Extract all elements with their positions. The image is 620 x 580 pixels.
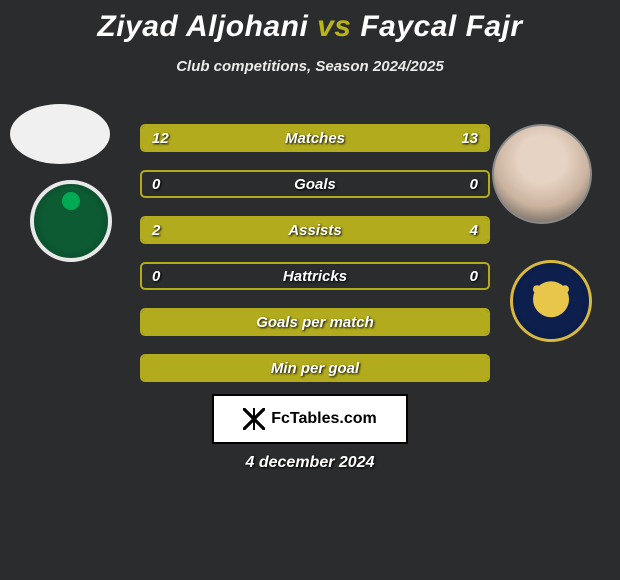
header: Ziyad Aljohani vs Faycal Fajr Club compe… — [0, 0, 620, 75]
stat-label: Goals — [294, 176, 336, 193]
stat-row: 12 Matches 13 — [140, 124, 490, 152]
brand-box[interactable]: FcTables.com — [212, 394, 408, 444]
date-label: 4 december 2024 — [246, 454, 375, 472]
stat-value-right: 4 — [470, 222, 478, 239]
stat-label: Hattricks — [283, 268, 347, 285]
player1-club-badge — [30, 180, 112, 262]
subtitle: Club competitions, Season 2024/2025 — [0, 58, 620, 75]
stat-label: Min per goal — [271, 360, 359, 377]
stat-row: Goals per match — [140, 308, 490, 336]
stats-bars: 12 Matches 13 0 Goals 0 2 Assists 4 0 Hattricks 0 Go… — [140, 124, 490, 400]
stat-value-right: 13 — [461, 130, 478, 147]
stat-value-left: 12 — [152, 130, 169, 147]
stat-row: 2 Assists 4 — [140, 216, 490, 244]
stat-value-right: 0 — [470, 176, 478, 193]
player1-avatar — [10, 104, 110, 164]
player2-avatar — [492, 124, 592, 224]
stat-value-left: 0 — [152, 176, 160, 193]
stat-label: Matches — [285, 130, 345, 147]
player1-name: Ziyad Aljohani — [97, 10, 308, 43]
fctables-icon — [243, 408, 265, 430]
brand-text: FcTables.com — [271, 410, 377, 428]
stat-label: Goals per match — [256, 314, 374, 331]
stat-value-left: 2 — [152, 222, 160, 239]
stat-value-right: 0 — [470, 268, 478, 285]
vs-label: vs — [317, 10, 351, 43]
stat-row: 0 Hattricks 0 — [140, 262, 490, 290]
stat-row: 0 Goals 0 — [140, 170, 490, 198]
stat-label: Assists — [288, 222, 341, 239]
stat-row: Min per goal — [140, 354, 490, 382]
player2-club-badge — [510, 260, 592, 342]
player2-name: Faycal Fajr — [360, 10, 522, 43]
page-title: Ziyad Aljohani vs Faycal Fajr — [0, 10, 620, 44]
stat-value-left: 0 — [152, 268, 160, 285]
